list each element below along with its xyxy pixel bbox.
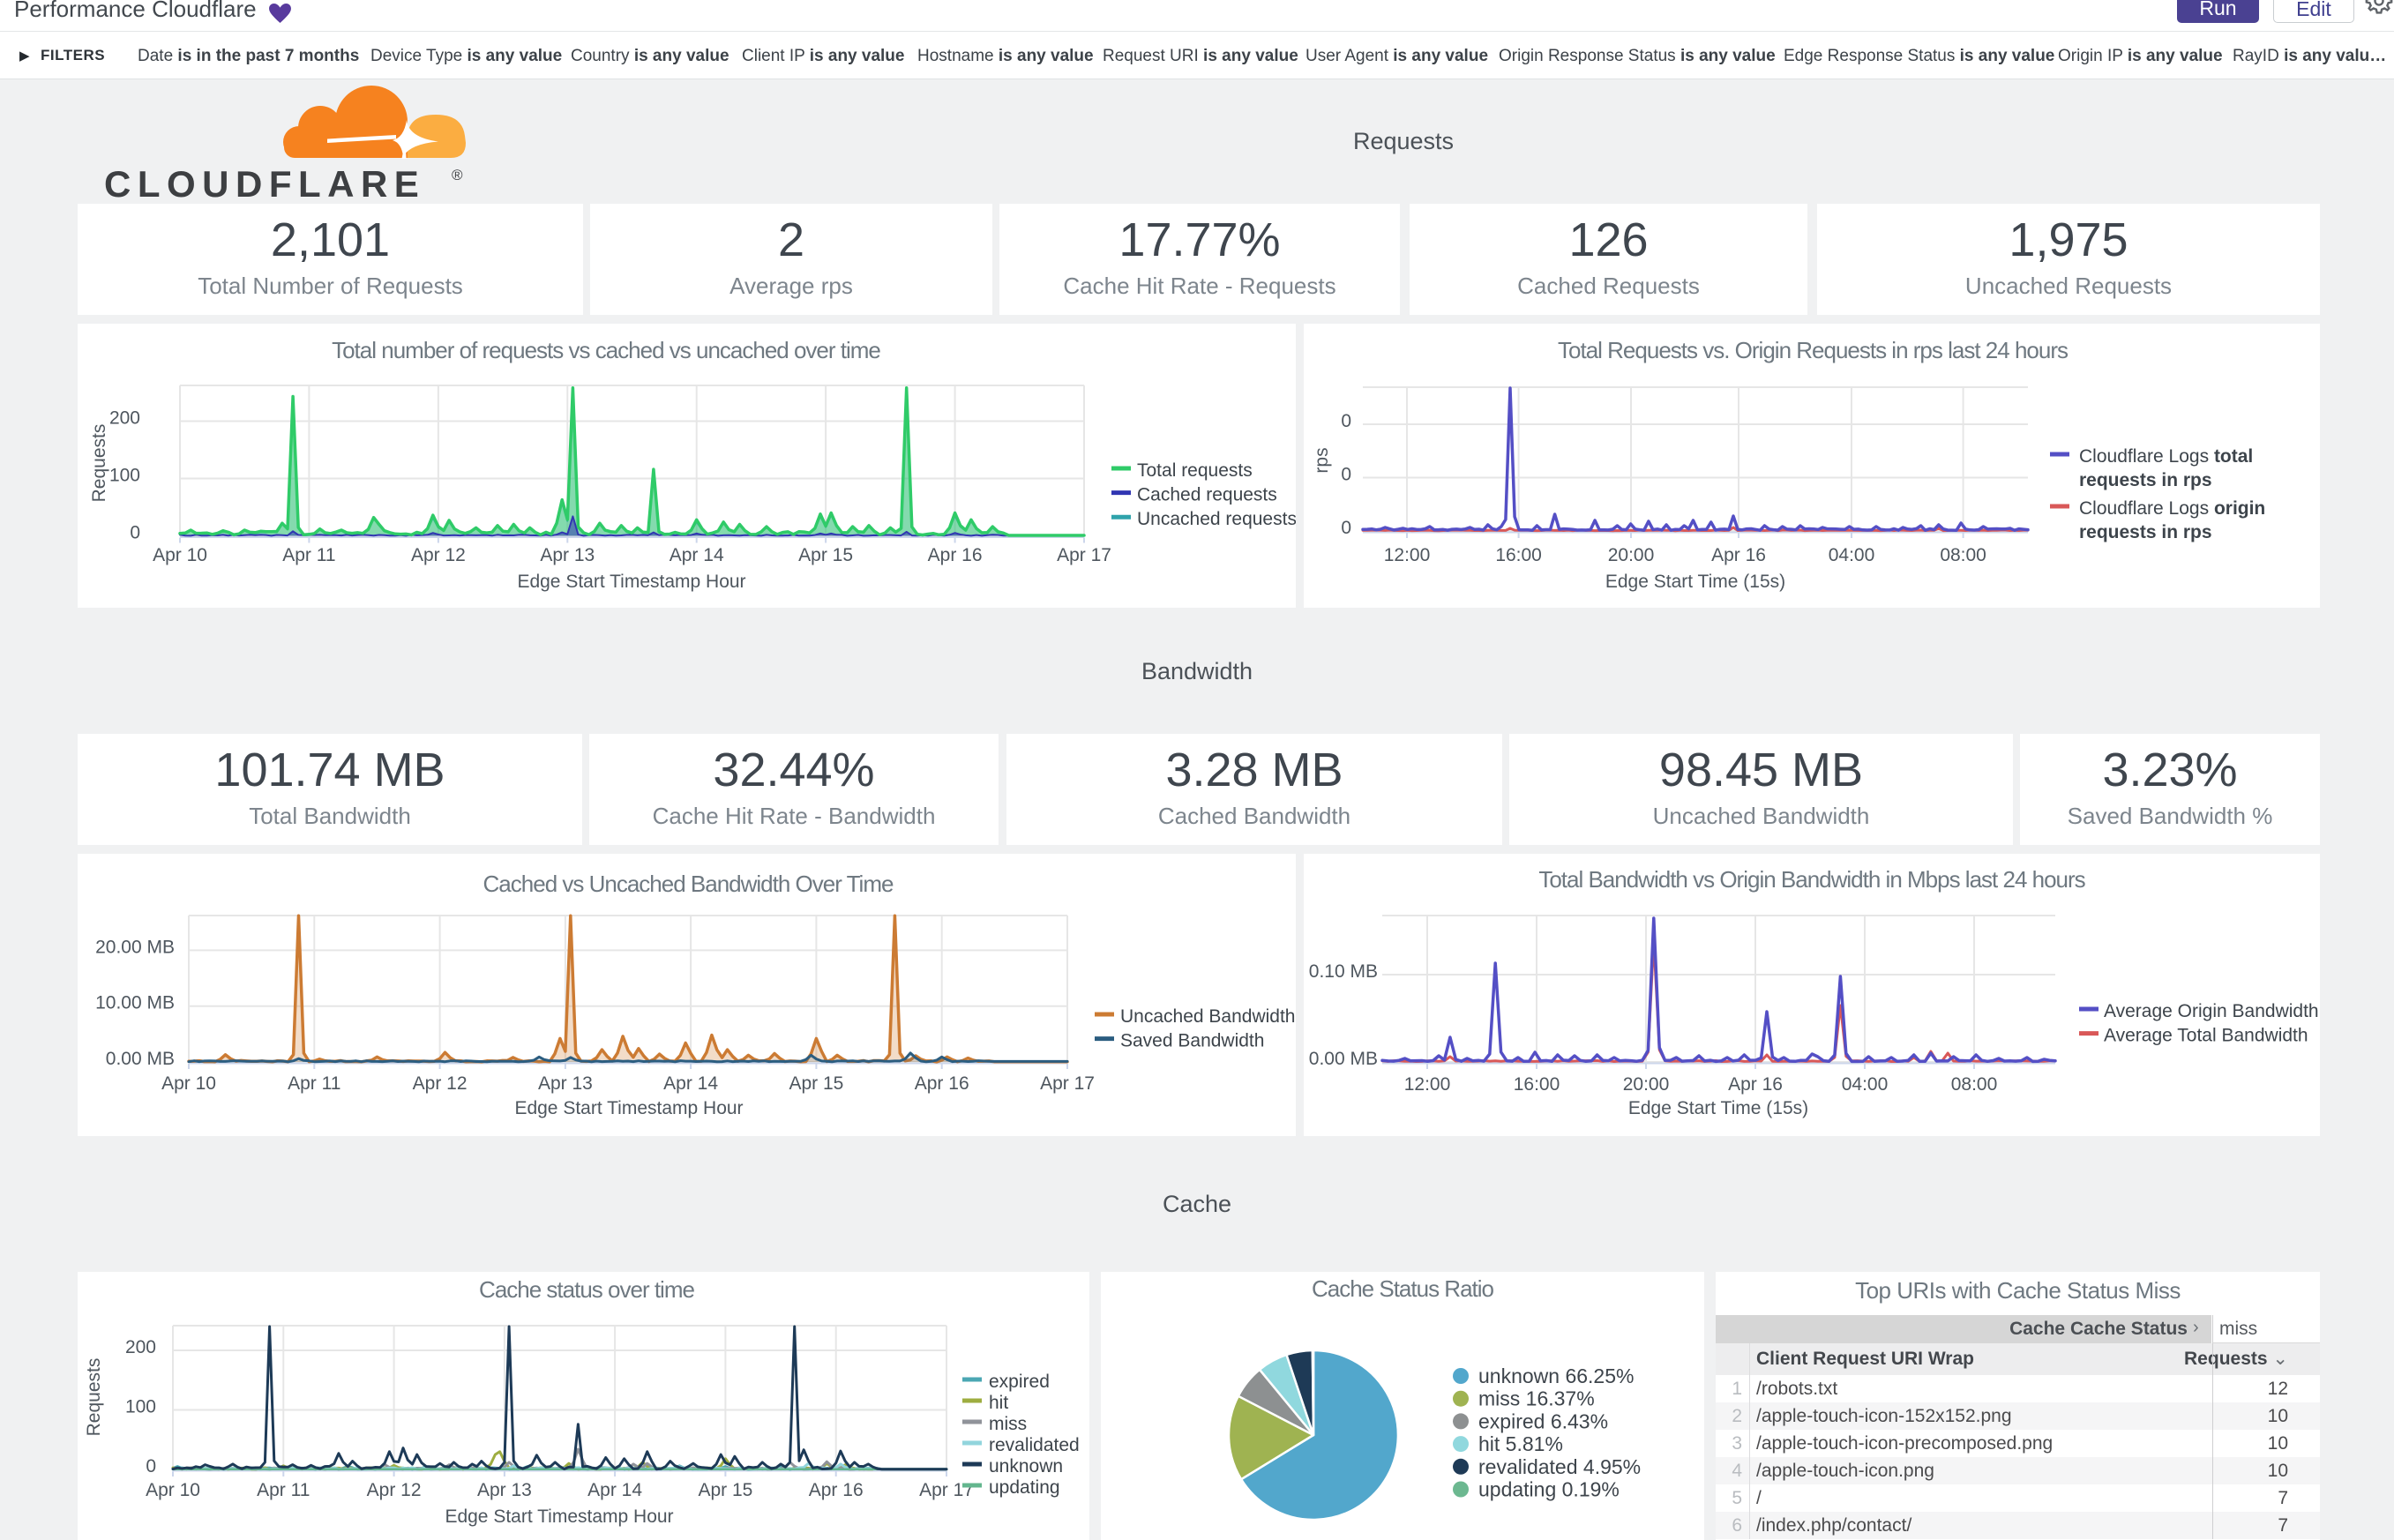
svg-text:Apr 15: Apr 15 (798, 545, 853, 565)
svg-text:unknown 66.25%: unknown 66.25% (1478, 1364, 1634, 1387)
svg-text:miss 16.37%: miss 16.37% (1478, 1387, 1595, 1410)
svg-text:Apr 15: Apr 15 (698, 1480, 752, 1500)
svg-text:0.00 MB: 0.00 MB (1309, 1049, 1378, 1069)
svg-text:Apr 10: Apr 10 (146, 1480, 200, 1500)
svg-text:Apr 16: Apr 16 (1711, 545, 1766, 565)
svg-text:Saved Bandwidth: Saved Bandwidth (1120, 1031, 1264, 1051)
svg-text:Total Requests vs. Origin Requ: Total Requests vs. Origin Requests in rp… (1558, 337, 2069, 363)
svg-text:Apr 16: Apr 16 (809, 1480, 864, 1500)
svg-text:Requests: Requests (84, 1358, 104, 1437)
svg-text:Apr 11: Apr 11 (288, 1073, 340, 1094)
svg-text:Apr 12: Apr 12 (413, 1073, 468, 1094)
svg-text:Cached vs Uncached Bandwidth O: Cached vs Uncached Bandwidth Over Time (483, 871, 894, 897)
svg-text:200: 200 (109, 408, 140, 429)
svg-text:expired: expired (989, 1372, 1050, 1392)
svg-text:Apr 14: Apr 14 (663, 1073, 718, 1094)
svg-text:Apr 11: Apr 11 (282, 545, 335, 565)
svg-text:Apr 17: Apr 17 (1040, 1073, 1095, 1094)
svg-text:Apr 12: Apr 12 (367, 1480, 422, 1500)
svg-text:Average Total Bandwidth: Average Total Bandwidth (2104, 1026, 2308, 1046)
svg-text:Apr 13: Apr 13 (538, 1073, 593, 1094)
svg-text:12:00: 12:00 (1404, 1074, 1451, 1095)
svg-text:hit 5.81%: hit 5.81% (1478, 1432, 1563, 1455)
svg-text:Cache status over time: Cache status over time (479, 1276, 694, 1303)
svg-text:updating 0.19%: updating 0.19% (1478, 1478, 1620, 1501)
svg-text:requests in rps: requests in rps (2079, 470, 2212, 490)
svg-text:Edge Start Time (15s): Edge Start Time (15s) (1605, 572, 1785, 592)
svg-text:unknown: unknown (989, 1456, 1063, 1476)
svg-text:Edge Start Timestamp Hour: Edge Start Timestamp Hour (514, 1098, 743, 1118)
svg-text:10.00 MB: 10.00 MB (95, 993, 175, 1013)
svg-text:Requests: Requests (89, 424, 109, 503)
svg-text:Total Bandwidth vs Origin Band: Total Bandwidth vs Origin Bandwidth in M… (1538, 866, 2085, 893)
svg-text:Apr 11: Apr 11 (257, 1480, 310, 1500)
svg-text:miss: miss (989, 1414, 1027, 1434)
svg-text:Edge Start Timestamp Hour: Edge Start Timestamp Hour (517, 572, 745, 592)
svg-text:Cached requests: Cached requests (1137, 485, 1277, 505)
svg-text:0.10 MB: 0.10 MB (1309, 961, 1378, 982)
svg-text:04:00: 04:00 (1829, 545, 1875, 565)
svg-text:Cloudflare Logs origin: Cloudflare Logs origin (2079, 498, 2265, 519)
svg-text:100: 100 (109, 466, 140, 486)
svg-text:16:00: 16:00 (1495, 545, 1542, 565)
svg-text:Uncached requests: Uncached requests (1137, 509, 1296, 529)
svg-text:Total number of requests vs ca: Total number of requests vs cached vs un… (332, 337, 880, 363)
svg-text:CLOUDFLARE: CLOUDFLARE (104, 163, 425, 205)
svg-text:200: 200 (125, 1337, 156, 1357)
svg-text:Apr 16: Apr 16 (915, 1073, 969, 1094)
svg-text:Apr 10: Apr 10 (153, 545, 207, 565)
svg-text:rps: rps (1312, 447, 1332, 473)
svg-text:12:00: 12:00 (1384, 545, 1431, 565)
svg-text:Apr 16: Apr 16 (1728, 1074, 1783, 1095)
svg-text:0: 0 (130, 523, 140, 543)
svg-text:Apr 17: Apr 17 (919, 1480, 974, 1500)
svg-text:20:00: 20:00 (1623, 1074, 1670, 1095)
svg-text:hit: hit (989, 1393, 1008, 1413)
svg-text:Apr 15: Apr 15 (789, 1073, 843, 1094)
svg-text:04:00: 04:00 (1842, 1074, 1889, 1095)
svg-text:®: ® (452, 167, 463, 183)
svg-text:0: 0 (1341, 518, 1351, 538)
svg-text:Apr 14: Apr 14 (587, 1480, 642, 1500)
svg-text:Apr 12: Apr 12 (411, 545, 466, 565)
svg-text:0: 0 (1341, 465, 1351, 485)
svg-text:Apr 13: Apr 13 (477, 1480, 532, 1500)
svg-text:08:00: 08:00 (1951, 1074, 1998, 1095)
svg-text:0: 0 (146, 1456, 156, 1476)
svg-text:Cache Status Ratio: Cache Status Ratio (1312, 1275, 1494, 1302)
svg-text:Apr 16: Apr 16 (928, 545, 983, 565)
svg-text:0: 0 (1341, 411, 1351, 431)
svg-text:Apr 10: Apr 10 (161, 1073, 216, 1094)
svg-text:Apr 13: Apr 13 (540, 545, 595, 565)
svg-text:16:00: 16:00 (1514, 1074, 1560, 1095)
svg-text:requests in rps: requests in rps (2079, 522, 2212, 542)
svg-text:0.00 MB: 0.00 MB (106, 1049, 175, 1069)
svg-text:Edge Start Time (15s): Edge Start Time (15s) (1628, 1098, 1808, 1118)
svg-text:updating: updating (989, 1477, 1060, 1498)
svg-text:100: 100 (125, 1397, 156, 1417)
svg-text:Apr 17: Apr 17 (1057, 545, 1111, 565)
svg-text:Uncached Bandwidth: Uncached Bandwidth (1120, 1006, 1295, 1027)
svg-text:Average Origin Bandwidth: Average Origin Bandwidth (2104, 1001, 2319, 1021)
svg-text:revalidated 4.95%: revalidated 4.95% (1478, 1455, 1641, 1478)
svg-text:08:00: 08:00 (1940, 545, 1986, 565)
svg-text:revalidated: revalidated (989, 1435, 1080, 1455)
svg-text:20.00 MB: 20.00 MB (95, 937, 175, 957)
svg-text:Edge Start Timestamp Hour: Edge Start Timestamp Hour (445, 1506, 673, 1527)
svg-text:Cloudflare Logs total: Cloudflare Logs total (2079, 446, 2253, 467)
svg-text:20:00: 20:00 (1608, 545, 1655, 565)
svg-text:expired 6.43%: expired 6.43% (1478, 1409, 1608, 1432)
svg-text:Total requests: Total requests (1137, 460, 1253, 481)
svg-text:Apr 14: Apr 14 (670, 545, 724, 565)
